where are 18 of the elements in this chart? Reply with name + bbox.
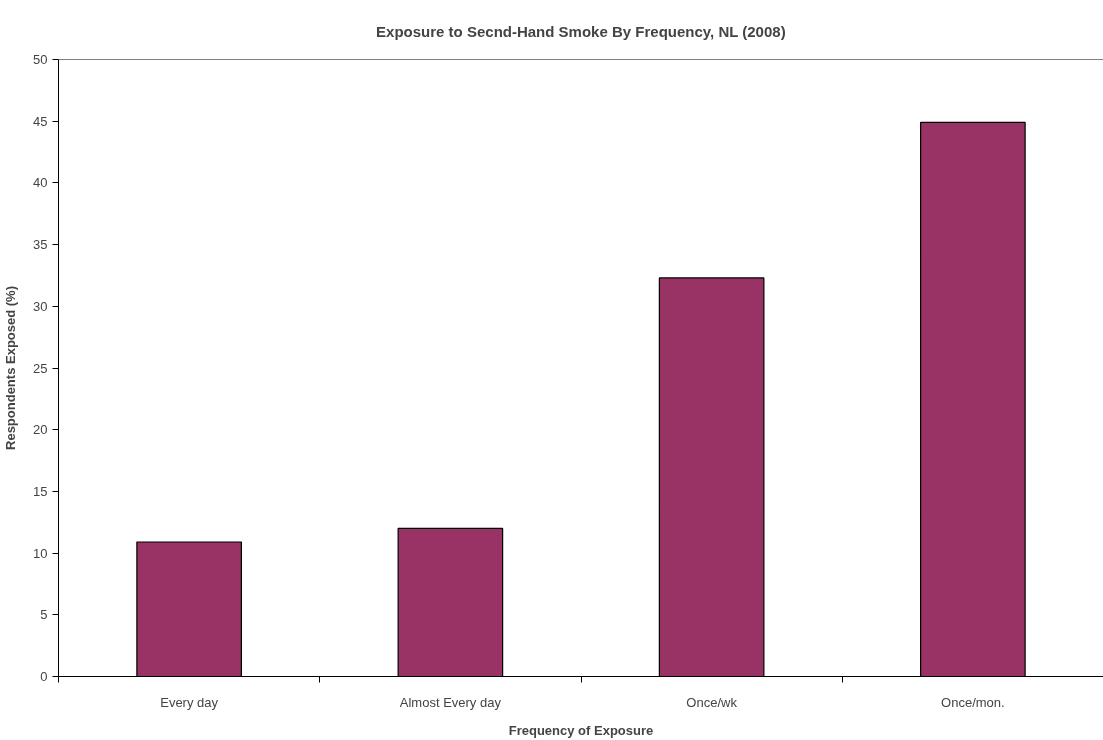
x-tick-label: Every day (160, 694, 219, 710)
y-tick-label: 10 (33, 545, 48, 561)
y-tick-label: 20 (33, 422, 48, 438)
y-tick-label: 50 (33, 52, 48, 67)
y-tick-label: 35 (33, 237, 48, 253)
y-tick-label: 40 (33, 175, 48, 191)
y-tick-label: 5 (40, 607, 48, 623)
y-axis-title: Respondents Exposed (%) (3, 286, 19, 450)
x-tick-label: Once/mon. (941, 694, 1005, 710)
x-tick-label: Once/wk (686, 694, 738, 710)
x-axis-title: Frequency of Exposure (508, 722, 654, 738)
y-tick-label: 30 (33, 298, 48, 314)
chart-title: Exposure to Secnd-Hand Smoke By Frequency, NL (2008) (376, 22, 786, 40)
y-tick-label: 0 (40, 669, 48, 684)
y-tick-label: 45 (33, 113, 48, 129)
y-tick-label: 15 (33, 483, 48, 499)
x-tick-label: Almost Every day (399, 694, 502, 710)
y-tick-label: 25 (33, 360, 48, 376)
